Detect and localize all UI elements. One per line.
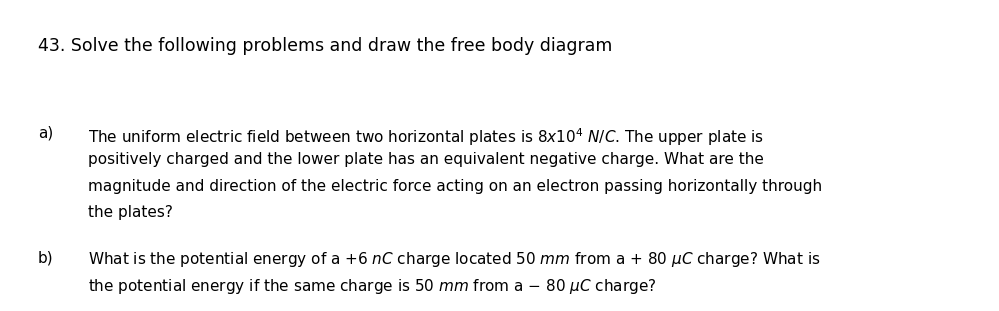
Text: a): a) [38, 126, 53, 141]
Text: positively charged and the lower plate has an equivalent negative charge. What a: positively charged and the lower plate h… [88, 152, 764, 167]
Text: magnitude and direction of the electric force acting on an electron passing hori: magnitude and direction of the electric … [88, 179, 822, 194]
Text: What is the potential energy of a $+6$ $nC$ charge located 50 $mm$ from a $+$ 80: What is the potential energy of a $+6$ $… [88, 250, 820, 269]
Text: 43. Solve the following problems and draw the free body diagram: 43. Solve the following problems and dra… [38, 37, 612, 55]
Text: b): b) [38, 250, 54, 265]
Text: The uniform electric field between two horizontal plates is $8x10^4$ $N/C$. The : The uniform electric field between two h… [88, 126, 764, 148]
Text: the potential energy if the same charge is 50 $mm$ from a $-$ 80 $\mu C$ charge?: the potential energy if the same charge … [88, 277, 656, 296]
Text: the plates?: the plates? [88, 205, 173, 220]
